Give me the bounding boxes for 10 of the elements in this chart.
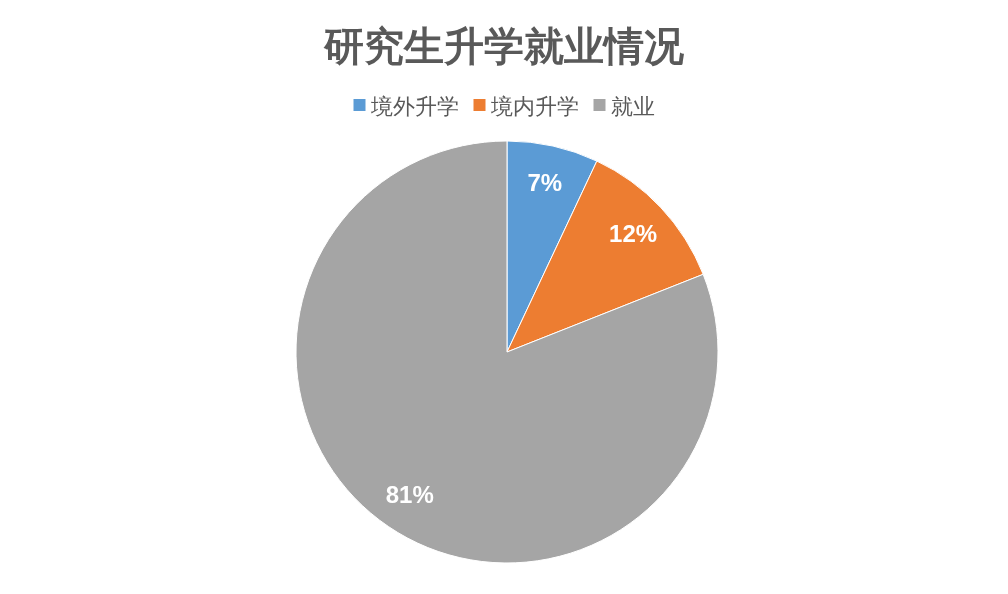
legend-item: 就业 (593, 93, 655, 119)
legend-label: 境内升学 (489, 93, 579, 119)
data-label: 7% (527, 169, 563, 197)
data-label: 12% (609, 219, 658, 247)
data-label: 81% (385, 481, 434, 509)
legend-label: 就业 (610, 93, 655, 119)
legend-item: 境外升学 (353, 93, 459, 119)
title: 研究生升学就业情况 (324, 24, 684, 68)
legend-label: 境外升学 (369, 93, 459, 119)
legend-item: 境内升学 (473, 93, 579, 119)
